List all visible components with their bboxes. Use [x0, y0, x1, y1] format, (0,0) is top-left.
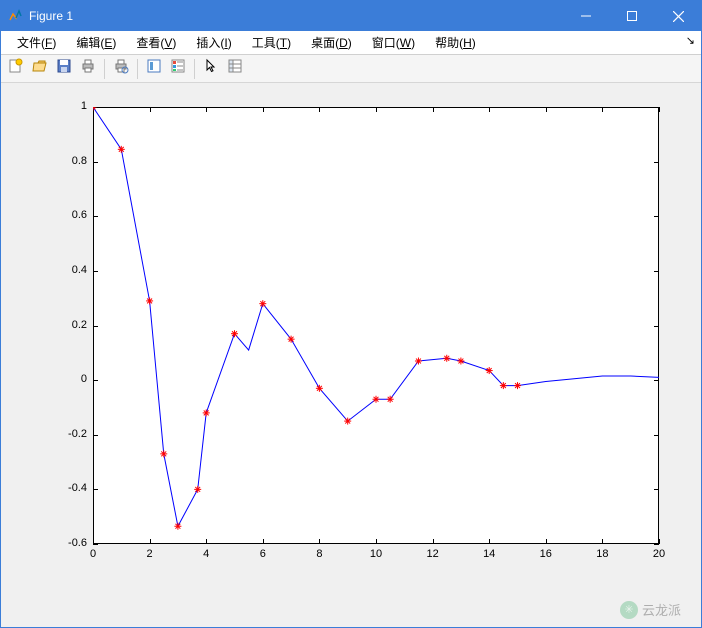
- plot-area: ✳ 云龙派 -0.6-0.4-0.200.20.40.60.8102468101…: [1, 83, 701, 627]
- matlab-icon: [7, 8, 23, 24]
- data-marker: [194, 486, 201, 493]
- menu-item-3[interactable]: 插入(I): [186, 32, 241, 53]
- chart-svg: [93, 107, 659, 544]
- print-button[interactable]: [77, 58, 99, 80]
- toolbar-separator: [104, 59, 105, 79]
- data-marker: [514, 382, 521, 389]
- xtick-label: 16: [540, 548, 552, 560]
- xtick-mark: [659, 107, 660, 112]
- pointer-icon: [203, 58, 219, 79]
- new-figure-button[interactable]: [5, 58, 27, 80]
- print-preview-icon: [113, 58, 129, 79]
- xtick-mark: [659, 539, 660, 544]
- toolbar-separator: [194, 59, 195, 79]
- properties-button[interactable]: [224, 58, 246, 80]
- menu-item-6[interactable]: 窗口(W): [362, 32, 425, 53]
- new-figure-icon: [8, 58, 24, 79]
- xtick-label: 2: [147, 548, 153, 560]
- ytick-label: 1: [81, 100, 87, 112]
- ytick-label: 0: [81, 373, 87, 385]
- xtick-label: 18: [596, 548, 608, 560]
- ytick-label: 0.8: [72, 155, 87, 167]
- minimize-button[interactable]: [563, 1, 609, 31]
- data-marker: [118, 146, 125, 153]
- xtick-label: 8: [316, 548, 322, 560]
- print-preview-button[interactable]: [110, 58, 132, 80]
- xtick-label: 12: [426, 548, 438, 560]
- save-icon: [56, 58, 72, 79]
- ytick-label: -0.2: [68, 428, 87, 440]
- figure-window: Figure 1 文件(F)编辑(E)查看(V)插入(I)工具(T)桌面(D)窗…: [0, 0, 702, 628]
- data-marker: [160, 450, 167, 457]
- xtick-label: 14: [483, 548, 495, 560]
- xtick-label: 10: [370, 548, 382, 560]
- link-button[interactable]: [143, 58, 165, 80]
- close-button[interactable]: [655, 1, 701, 31]
- ytick-label: 0.2: [72, 319, 87, 331]
- data-marker: [146, 297, 153, 304]
- wechat-icon: ✳: [620, 601, 638, 619]
- menu-item-4[interactable]: 工具(T): [242, 32, 301, 53]
- watermark: ✳ 云龙派: [620, 600, 681, 619]
- data-marker: [443, 355, 450, 362]
- data-marker: [203, 409, 210, 416]
- save-button[interactable]: [53, 58, 75, 80]
- menu-item-5[interactable]: 桌面(D): [301, 32, 362, 53]
- xtick-label: 0: [90, 548, 96, 560]
- menu-item-0[interactable]: 文件(F): [7, 32, 66, 53]
- color-legend-button[interactable]: [167, 58, 189, 80]
- maximize-button[interactable]: [609, 1, 655, 31]
- ytick-label: 0.6: [72, 209, 87, 221]
- color-legend-icon: [170, 58, 186, 79]
- data-marker: [457, 358, 464, 365]
- pointer-button[interactable]: [200, 58, 222, 80]
- menu-item-2[interactable]: 查看(V): [126, 32, 186, 53]
- open-button[interactable]: [29, 58, 51, 80]
- xtick-label: 20: [653, 548, 665, 560]
- ytick-label: -0.4: [68, 482, 87, 494]
- open-icon: [32, 58, 48, 79]
- menu-item-7[interactable]: 帮助(H): [425, 32, 486, 53]
- ytick-mark: [93, 544, 98, 545]
- data-line: [93, 107, 659, 526]
- link-icon: [146, 58, 162, 79]
- watermark-text: 云龙派: [642, 600, 681, 619]
- data-marker: [415, 358, 422, 365]
- print-icon: [80, 58, 96, 79]
- toolbar-separator: [137, 59, 138, 79]
- data-marker: [174, 523, 181, 530]
- ytick-label: 0.4: [72, 264, 87, 276]
- dock-arrow-icon[interactable]: ↘: [686, 34, 695, 47]
- menu-item-1[interactable]: 编辑(E): [66, 32, 126, 53]
- titlebar[interactable]: Figure 1: [1, 1, 701, 31]
- toolbar: [1, 55, 701, 83]
- window-title: Figure 1: [29, 9, 563, 23]
- ytick-label: -0.6: [68, 537, 87, 549]
- data-marker: [373, 396, 380, 403]
- data-marker: [259, 300, 266, 307]
- data-marker: [387, 396, 394, 403]
- ytick-mark: [654, 544, 659, 545]
- xtick-label: 6: [260, 548, 266, 560]
- xtick-label: 4: [203, 548, 209, 560]
- menubar: 文件(F)编辑(E)查看(V)插入(I)工具(T)桌面(D)窗口(W)帮助(H)…: [1, 31, 701, 55]
- properties-icon: [227, 58, 243, 79]
